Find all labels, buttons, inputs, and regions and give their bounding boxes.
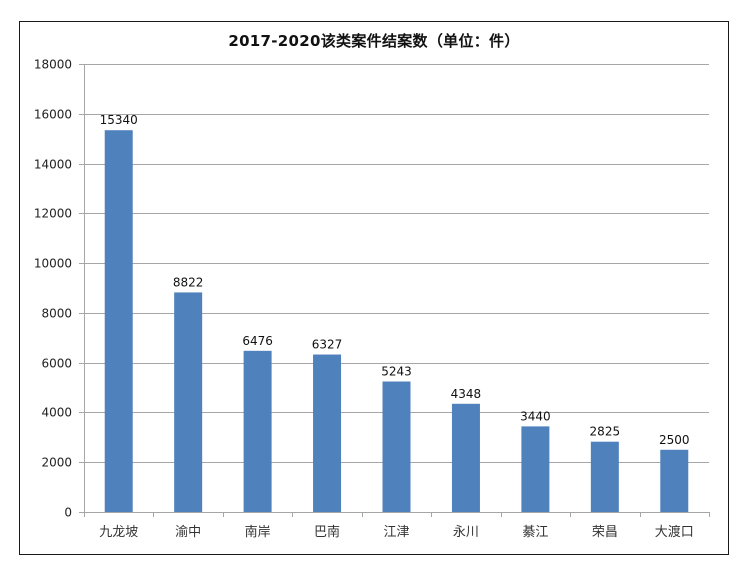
- y-tick-label: 10000: [34, 257, 72, 271]
- y-tick-label: 8000: [41, 307, 72, 321]
- x-category-label: 永川: [453, 525, 479, 540]
- bar: [313, 354, 342, 512]
- bar: [243, 350, 272, 512]
- x-category-label: 大渡口: [655, 524, 694, 540]
- data-label: 6476: [242, 334, 273, 348]
- y-tick-label: 4000: [41, 406, 72, 420]
- y-tick-label: 6000: [41, 357, 72, 371]
- data-label: 2500: [659, 433, 690, 447]
- gridlines: [84, 64, 709, 463]
- data-label: 15340: [100, 113, 138, 127]
- x-category-label: 江津: [383, 525, 409, 540]
- y-tick-label: 16000: [34, 108, 72, 122]
- data-label: 6327: [312, 338, 343, 352]
- data-label: 8822: [173, 275, 204, 289]
- x-category-label: 渝中: [175, 524, 201, 540]
- bar: [104, 130, 133, 512]
- x-axis: 九龙坡 渝中 南岸 巴南 江津 永川 綦江 荣昌 大渡口: [84, 512, 710, 540]
- y-axis: 0 2000 4000 6000 8000 10000 12000 14000 16000 180…: [34, 58, 85, 520]
- x-category-label: 巴南: [314, 524, 340, 540]
- x-category-label: 南岸: [245, 524, 271, 540]
- chart-frame: 2017-2020该类案件结案数（单位：件）: [19, 21, 729, 555]
- y-tick-label: 12000: [34, 207, 72, 221]
- chart-title: 2017-2020该类案件结案数（单位：件）: [228, 32, 520, 50]
- x-category-label: 綦江: [522, 525, 548, 540]
- bar: [174, 292, 203, 512]
- bar: [521, 426, 550, 512]
- y-tick-label: 18000: [34, 58, 72, 72]
- y-tick-label: 0: [64, 506, 72, 520]
- y-tick-label: 2000: [41, 456, 72, 470]
- bar: [660, 449, 689, 512]
- data-label: 4348: [451, 387, 482, 401]
- data-label: 3440: [520, 409, 551, 423]
- data-label: 5243: [381, 365, 412, 379]
- y-tick-label: 14000: [34, 158, 72, 172]
- bars: 15340 8822 6476 6327 5243 4348 3440 2825 2500: [100, 113, 690, 512]
- data-label: 2825: [590, 425, 621, 439]
- x-category-label: 荣昌: [592, 525, 618, 540]
- bar: [451, 403, 480, 512]
- x-category-label: 九龙坡: [99, 525, 138, 540]
- bar: [590, 441, 619, 512]
- bar: [382, 381, 411, 512]
